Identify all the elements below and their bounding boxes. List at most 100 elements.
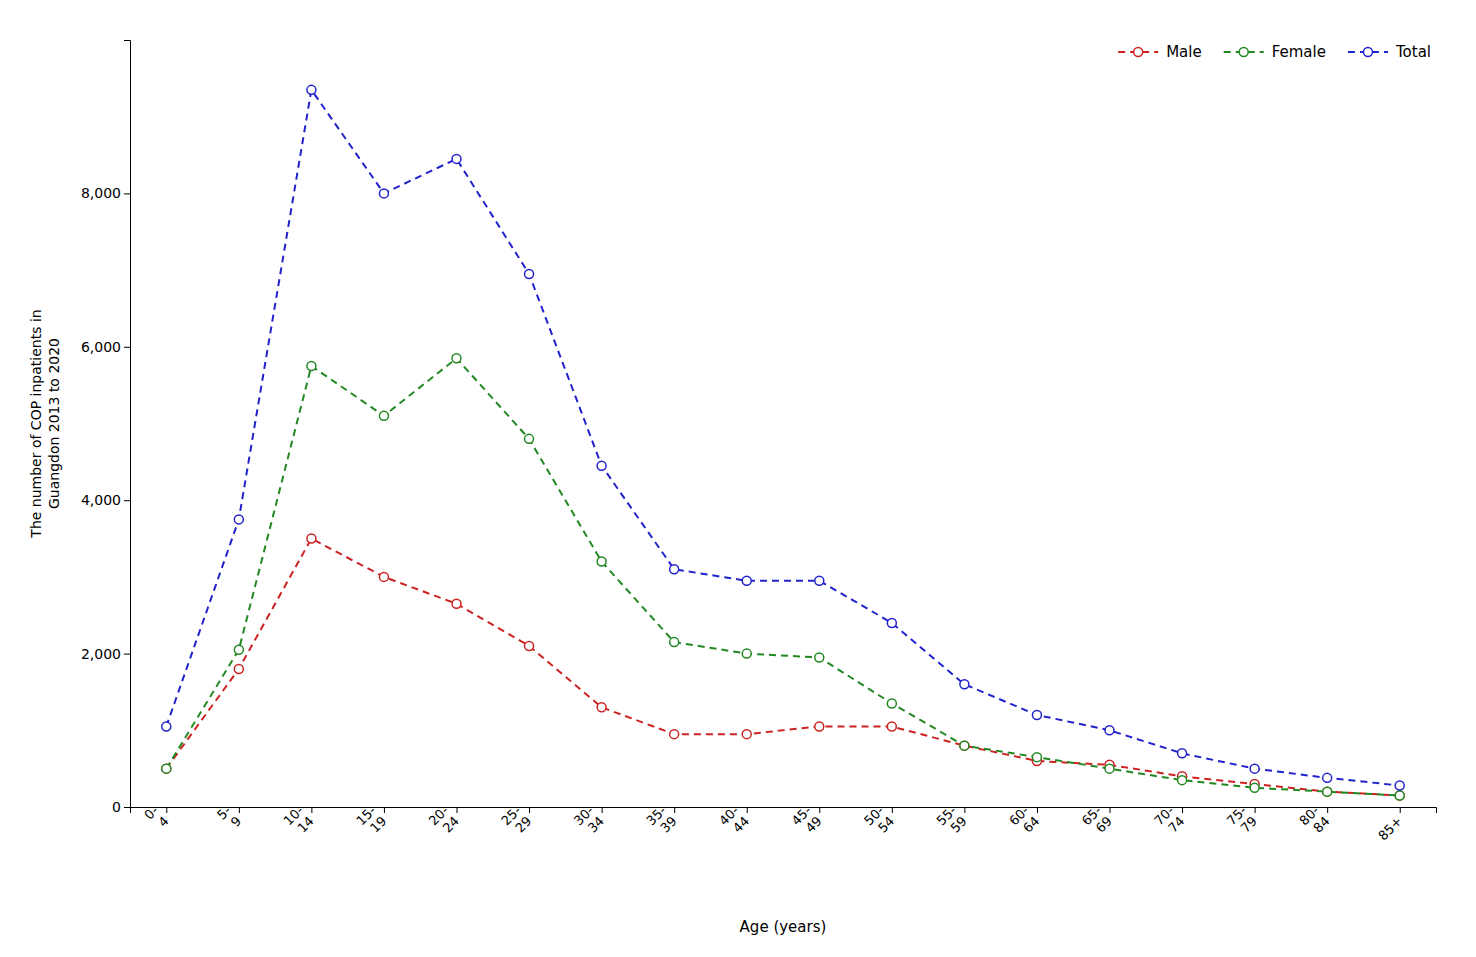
point: [525, 641, 534, 650]
series-line: [166, 539, 1399, 796]
point: [1105, 764, 1114, 773]
point: [1250, 783, 1259, 792]
x-tick-mark: [384, 807, 385, 813]
x-tick-label: 50-54: [861, 803, 897, 839]
legend-marker: [1363, 48, 1372, 57]
point: [815, 653, 824, 662]
x-tick-mark: [457, 807, 458, 813]
y-tick: 0: [112, 799, 130, 815]
point: [307, 85, 316, 94]
point: [597, 557, 606, 566]
point: [960, 741, 969, 750]
point: [1178, 776, 1187, 785]
series-line: [166, 90, 1399, 786]
x-tick: 70-74: [1151, 803, 1187, 839]
point: [1323, 773, 1332, 782]
x-tick-label: 25-29: [498, 803, 534, 839]
point: [162, 764, 171, 773]
legend-label: Male: [1166, 43, 1202, 61]
x-tick: 15-19: [353, 803, 389, 839]
y-tick-mark: [124, 807, 130, 808]
x-tick-label: 15-19: [353, 803, 389, 839]
x-tick: 75-79: [1224, 803, 1260, 839]
y-tick: 6,000: [81, 339, 130, 355]
x-tick-label: 80-84: [1296, 803, 1332, 839]
x-tick-label: 75-79: [1224, 803, 1260, 839]
x-tick-mark: [1037, 807, 1038, 813]
x-tick-mark: [166, 807, 167, 813]
point: [307, 361, 316, 370]
point: [960, 741, 969, 750]
point: [379, 411, 388, 420]
x-tick: 85+: [1375, 807, 1405, 843]
x-tick: 45-49: [788, 803, 824, 839]
x-tick-mark: [892, 807, 893, 813]
point: [234, 645, 243, 654]
point: [1178, 749, 1187, 758]
point: [379, 189, 388, 198]
y-tick-mark: [124, 347, 130, 348]
marks: [162, 85, 1404, 800]
y-axis-line: [124, 41, 131, 808]
x-tick-mark: [819, 807, 820, 813]
point: [452, 599, 461, 608]
point: [1032, 753, 1041, 762]
point: [452, 154, 461, 163]
x-tick: 80-84: [1296, 803, 1332, 839]
point: [742, 576, 751, 585]
point: [525, 269, 534, 278]
point: [597, 461, 606, 470]
chart: 02,0004,0006,0008,0000-45-910-1415-1920-…: [0, 0, 1476, 957]
point: [670, 565, 679, 574]
y-tick-label: 8,000: [81, 185, 121, 201]
x-tick-mark: [1182, 807, 1183, 813]
point: [1323, 787, 1332, 796]
y-tick-label: 2,000: [81, 646, 121, 662]
legend-item: Total: [1348, 43, 1431, 61]
point: [960, 680, 969, 689]
x-tick: 30-34: [571, 803, 607, 839]
x-tick: 55-59: [934, 803, 970, 839]
point: [1395, 791, 1404, 800]
legend-item: Female: [1224, 43, 1326, 61]
x-tick-label: 55-59: [934, 803, 970, 839]
x-tick-mark: [1255, 807, 1256, 813]
x-tick: 5-9: [214, 803, 245, 834]
x-tick-label: 45-49: [788, 803, 824, 839]
y-tick-mark: [124, 654, 130, 655]
series: [162, 354, 1404, 800]
point: [162, 764, 171, 773]
x-tick: 35-39: [643, 803, 679, 839]
x-tick-mark: [674, 807, 675, 813]
x-tick-label: 0-4: [141, 803, 172, 834]
point: [379, 572, 388, 581]
point: [234, 515, 243, 524]
x-tick-mark: [1110, 807, 1111, 813]
x-tick: 65-69: [1079, 803, 1115, 839]
y-axis: 0 2,000 4,000 6,000 8,000: [81, 41, 131, 815]
x-tick-mark: [1400, 807, 1401, 813]
point: [887, 699, 896, 708]
legend-marker: [1239, 48, 1248, 57]
x-axis-title: Age (years): [740, 918, 827, 936]
x-tick: 25-29: [498, 803, 534, 839]
x-tick-label: 35-39: [643, 803, 679, 839]
x-tick: 20-24: [426, 803, 462, 839]
y-tick: 2,000: [81, 646, 130, 662]
x-tick-mark: [529, 807, 530, 813]
point: [1105, 726, 1114, 735]
plot: 02,0004,0006,0008,0000-45-910-1415-1920-…: [28, 41, 1437, 937]
y-tick: 4,000: [81, 492, 130, 508]
series: [162, 85, 1404, 790]
x-tick-label: 40-44: [716, 803, 752, 839]
point: [670, 638, 679, 647]
point: [815, 576, 824, 585]
legend: Male Female Total: [1118, 43, 1431, 61]
point: [234, 664, 243, 673]
point: [1323, 787, 1332, 796]
legend-label: Female: [1272, 43, 1326, 61]
point: [887, 618, 896, 627]
point: [670, 730, 679, 739]
y-tick-mark: [124, 193, 130, 194]
point: [887, 722, 896, 731]
